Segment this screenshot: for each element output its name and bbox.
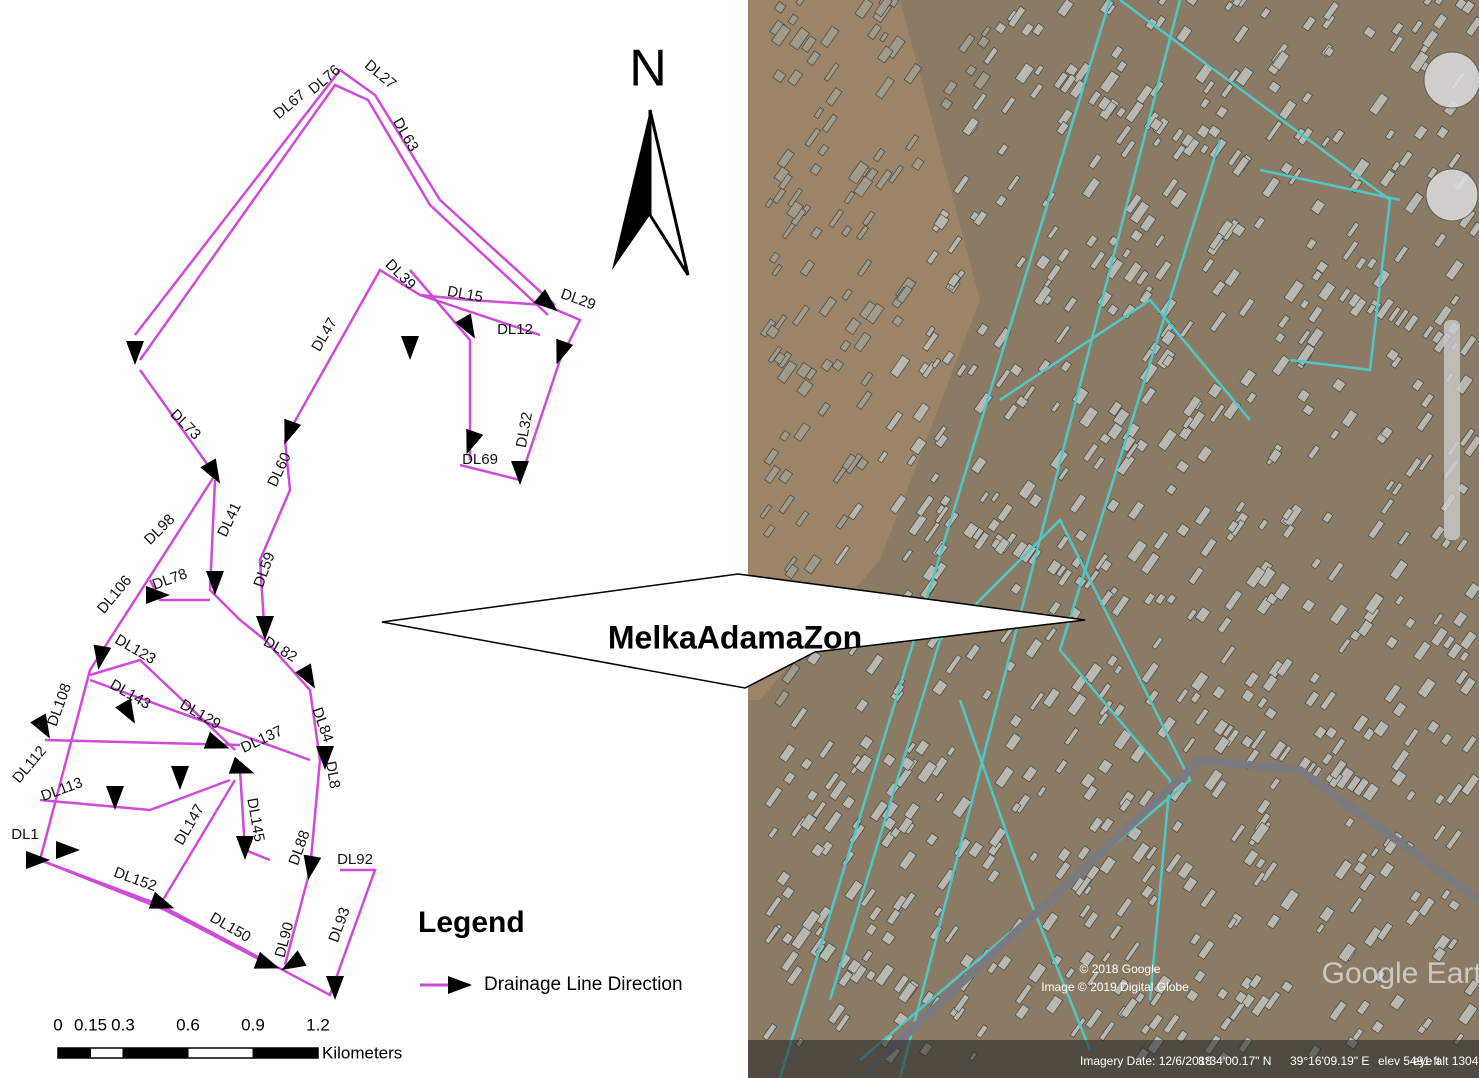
drainage-label: DL69	[462, 451, 498, 468]
drainage-label: DL129	[177, 696, 224, 733]
drainage-label: DL12	[497, 321, 533, 338]
drainage-label: DL41	[214, 500, 245, 540]
scale-label: 1.2	[306, 1015, 330, 1034]
scale-unit: Kilometers	[322, 1043, 402, 1062]
scale-segment	[58, 1048, 91, 1058]
callout-label: MelkaAdamaZon	[608, 619, 862, 655]
drainage-line	[160, 780, 235, 905]
drainage-label: DL150	[207, 909, 254, 946]
flow-arrow	[56, 841, 80, 859]
scale-bar: 0 0.150.3 0.6 0.9 1.2 Kilometers	[53, 1015, 402, 1062]
nav-control	[1426, 169, 1478, 221]
north-arrow: N	[612, 40, 688, 275]
drainage-label: DL29	[558, 285, 598, 313]
zoom-slider	[1444, 320, 1460, 540]
flow-arrow	[276, 419, 301, 448]
flow-arrow	[229, 757, 258, 782]
drainage-label: DL76	[305, 62, 343, 98]
drainage-label: DL147	[171, 801, 208, 848]
drainage-label: DL8	[322, 760, 344, 790]
copyright: © 2018 Google	[1080, 962, 1161, 976]
scale-segment	[123, 1048, 188, 1058]
status-text: 39°16'09.19" E	[1290, 1054, 1369, 1068]
drainage-label: DL137	[238, 722, 285, 756]
legend-arrow	[448, 976, 472, 994]
drainage-map: DL67DL76DL27DL63DL39DL15DL12DL29DL47DL73…	[9, 57, 598, 1000]
drainage-label: DL90	[272, 920, 298, 959]
status-text: 8°34'00.17" N	[1198, 1054, 1271, 1068]
copyright: Image © 2019 Digital Globe	[1041, 980, 1189, 994]
scale-label: 0.9	[241, 1015, 265, 1034]
status-text: Imagery Date: 12/6/2018	[1080, 1054, 1212, 1068]
drainage-label: DL59	[250, 550, 278, 590]
drainage-label: DL27	[361, 57, 399, 93]
flow-arrow	[26, 851, 50, 869]
drainage-label: DL82	[260, 633, 300, 666]
drainage-label: DL15	[446, 283, 484, 306]
status-text: eye alt 13041 ft	[1413, 1054, 1479, 1068]
scale-label: 0.15	[74, 1015, 107, 1034]
flow-arrow	[126, 341, 144, 365]
drainage-label: DL84	[308, 705, 336, 745]
legend: Legend Drainage Line Direction	[418, 906, 683, 995]
scale-label: 0.6	[176, 1015, 200, 1034]
drainage-label: DL78	[150, 565, 190, 593]
drainage-line	[135, 70, 555, 335]
nav-control	[1424, 52, 1479, 108]
flow-arrow	[171, 766, 189, 790]
drainage-label: DL108	[44, 681, 75, 728]
scale-segment	[253, 1048, 318, 1058]
satellite-image	[748, 0, 1479, 1078]
figure: DL67DL76DL27DL63DL39DL15DL12DL29DL47DL73…	[0, 0, 1479, 1078]
flow-arrow	[511, 461, 529, 485]
drainage-label: DL92	[337, 851, 373, 868]
scale-label: 0	[53, 1015, 62, 1034]
drainage-label: DL63	[389, 115, 422, 155]
legend-item: Drainage Line Direction	[484, 974, 683, 995]
drainage-line	[140, 85, 548, 360]
scale-label: 0.3	[111, 1015, 135, 1034]
flow-arrow	[401, 336, 419, 360]
flow-arrow	[326, 976, 344, 1000]
brand: Google Earth	[1322, 957, 1479, 990]
legend-title: Legend	[418, 906, 525, 939]
flow-arrow	[206, 571, 224, 595]
drainage-label: DL73	[167, 406, 204, 443]
north-label: N	[629, 40, 667, 98]
drainage-label: DL112	[9, 743, 50, 787]
drainage-label: DL1	[11, 826, 39, 843]
